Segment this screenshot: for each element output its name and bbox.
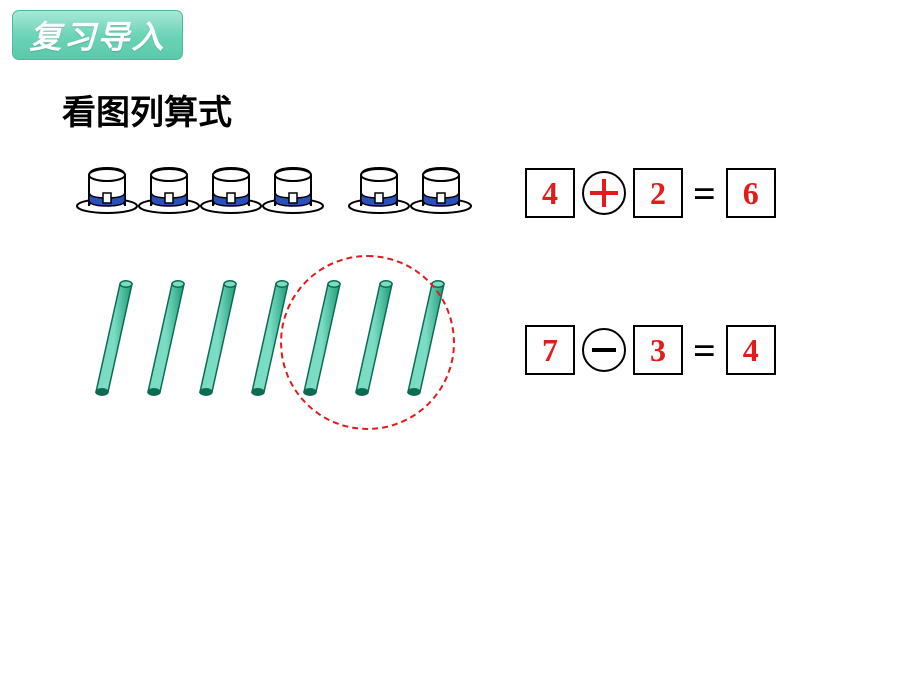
section-badge-label: 复习导入 — [29, 12, 165, 58]
minus-h-stroke — [592, 348, 616, 352]
hat-icon — [137, 162, 201, 214]
stick-icon — [142, 278, 190, 398]
equals-icon: = — [690, 170, 719, 217]
stick-icon — [90, 278, 138, 398]
eq2-result: 4 — [726, 325, 776, 375]
hats-group-2 — [347, 162, 471, 214]
stick-icon — [194, 278, 242, 398]
hat-icon — [261, 162, 325, 214]
minus-icon — [582, 328, 626, 372]
plus-icon — [582, 171, 626, 215]
dashed-circle — [280, 255, 455, 430]
hat-icon — [347, 162, 411, 214]
stick-icon — [142, 278, 190, 398]
eq1-result: 6 — [726, 168, 776, 218]
hat-icon — [199, 162, 263, 214]
equation-2: 7 3 = 4 — [525, 325, 776, 375]
hats-illustration — [75, 162, 471, 214]
stick-icon — [194, 278, 242, 398]
eq2-operand-b: 3 — [633, 325, 683, 375]
eq1-operand-b: 2 — [633, 168, 683, 218]
hat-icon — [409, 162, 473, 214]
hats-group-1 — [75, 162, 323, 214]
eq1-operand-a: 4 — [525, 168, 575, 218]
page-heading: 看图列算式 — [62, 85, 232, 134]
hat-icon — [137, 162, 201, 214]
hat-icon — [261, 162, 325, 214]
hat-icon — [75, 162, 139, 214]
equals-icon: = — [690, 327, 719, 374]
hat-icon — [347, 162, 411, 214]
plus-v-stroke — [602, 179, 606, 207]
hat-icon — [199, 162, 263, 214]
equation-1: 4 2 = 6 — [525, 168, 776, 218]
eq2-operand-a: 7 — [525, 325, 575, 375]
stick-icon — [90, 278, 138, 398]
hat-icon — [75, 162, 139, 214]
section-badge: 复习导入 — [12, 10, 183, 60]
hat-icon — [409, 162, 473, 214]
